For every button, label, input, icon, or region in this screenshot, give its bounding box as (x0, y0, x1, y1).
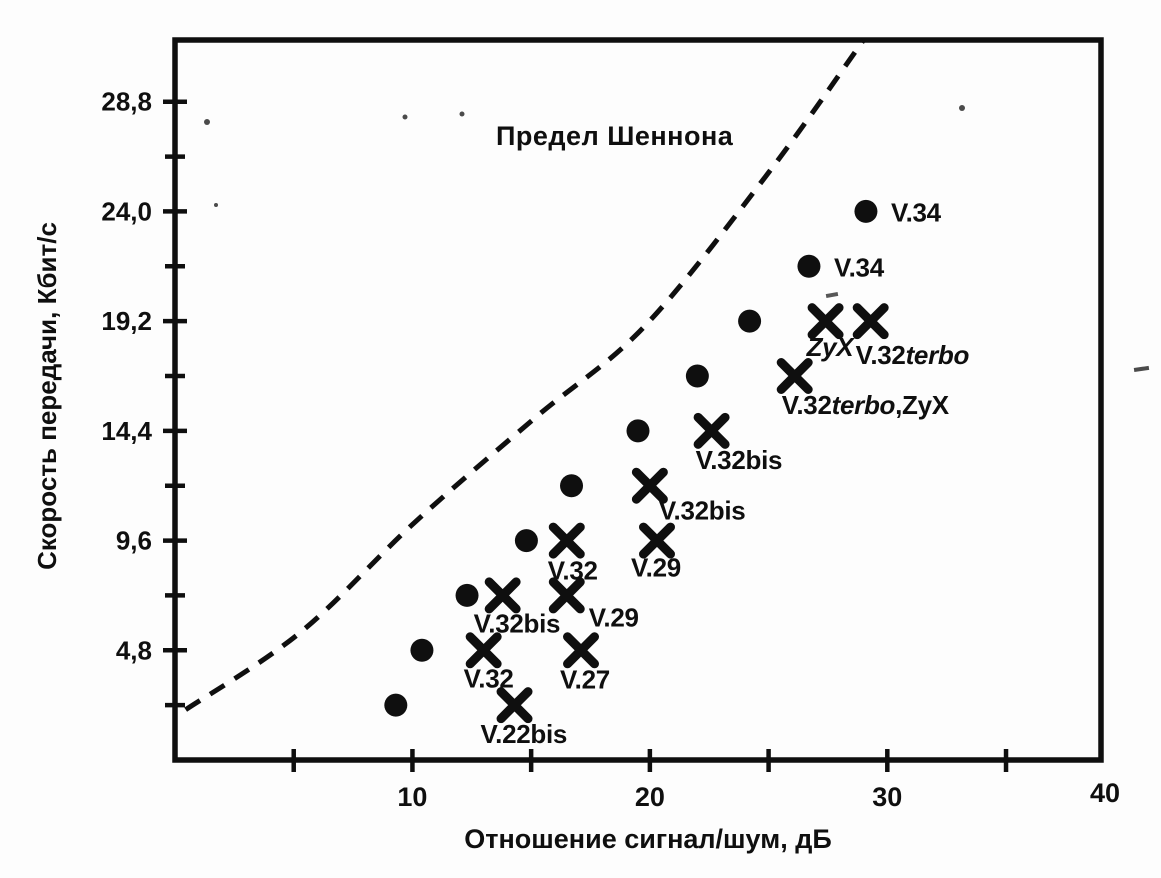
data-point-x (484, 577, 521, 614)
scan-speck (959, 105, 965, 111)
scan-speck (214, 203, 218, 207)
data-point-x (548, 522, 585, 559)
y-tick-label: 19,2 (101, 306, 152, 336)
data-point-x (776, 358, 813, 394)
data-point-x (693, 412, 730, 449)
scan-speck (204, 119, 210, 125)
data-point-circle (410, 638, 434, 662)
point-label: V.32terbo,ZyX (782, 390, 950, 420)
data-point-x (496, 687, 533, 724)
data-point-x (465, 632, 502, 669)
y-tick-label: 28,8 (101, 87, 152, 117)
scan-speck (1133, 365, 1150, 372)
y-axis-title: Скорость передачи, Кбит/с (32, 222, 62, 570)
x-tick-label: 10 (397, 782, 427, 812)
point-label: V.29 (631, 553, 681, 583)
point-label: V.32bis (696, 445, 783, 475)
data-point-x (548, 577, 585, 614)
y-tick-label: 4,8 (116, 635, 152, 665)
data-point-circle (685, 364, 709, 388)
point-label: V.32bis (659, 496, 746, 526)
point-label: V.32 (548, 556, 598, 586)
data-point-x (852, 303, 889, 340)
data-point-x (563, 632, 600, 669)
point-label: V.34 (834, 252, 885, 282)
point-label: V.27 (560, 664, 610, 694)
data-point-x (807, 303, 844, 340)
scan-speck (402, 114, 408, 120)
data-point-circle (738, 309, 762, 333)
shannon-limit-line (184, 38, 866, 712)
point-label: V.32bis (474, 608, 561, 638)
shannon-limit-label: Предел Шеннона (496, 121, 734, 151)
x-tick-label: 20 (635, 782, 665, 812)
y-tick-label: 9,6 (116, 526, 152, 556)
point-label: V.32terbo (856, 340, 970, 370)
x-tick-label: 30 (872, 782, 902, 812)
plot-border (172, 37, 1104, 763)
data-point-circle (560, 474, 584, 498)
data-point-circle (384, 693, 408, 717)
data-point-x (638, 522, 675, 559)
point-label: V.29 (589, 602, 639, 632)
data-point-circle (514, 529, 538, 553)
point-label: ZyX (806, 332, 856, 362)
data-point-circle (854, 199, 878, 223)
x-axis-title: Отношение сигнал/шум, дБ (464, 824, 832, 854)
x-tick-label: 40 (1090, 778, 1120, 808)
data-point-circle (455, 583, 479, 607)
data-point-x (631, 467, 668, 504)
scan-speck (825, 291, 839, 299)
point-label: V.32 (464, 663, 514, 693)
y-tick-label: 14,4 (101, 416, 152, 446)
scan-speck (459, 111, 465, 117)
data-point-circle (797, 254, 821, 278)
point-label: V.34 (891, 197, 942, 227)
point-label: V.22bis (481, 719, 568, 749)
data-point-circle (626, 419, 650, 443)
y-tick-label: 24,0 (101, 196, 152, 226)
